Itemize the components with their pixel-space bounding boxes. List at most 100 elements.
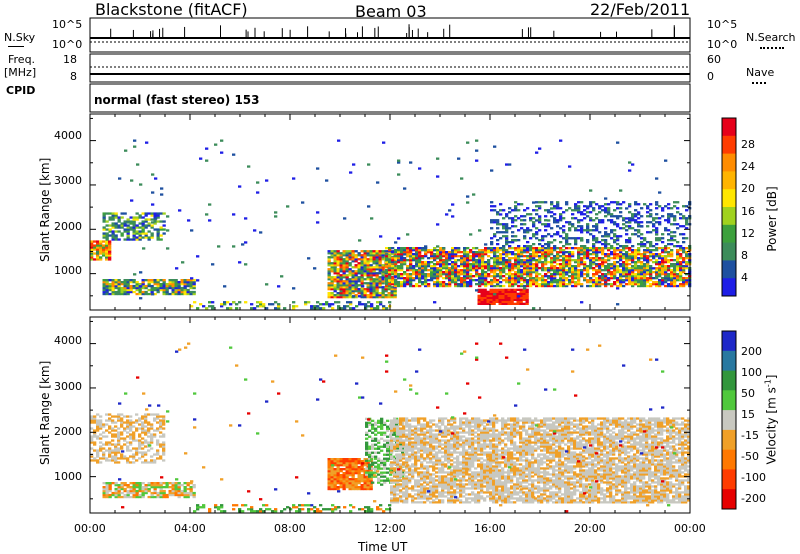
power-cell bbox=[354, 276, 358, 279]
velocity-cell bbox=[102, 447, 106, 450]
power-cell bbox=[117, 284, 121, 288]
power-cell bbox=[523, 245, 527, 248]
power-cell bbox=[259, 303, 263, 306]
power-cell bbox=[544, 269, 548, 272]
power-cell bbox=[117, 279, 121, 282]
power-cell bbox=[274, 215, 278, 218]
power-cell bbox=[541, 237, 545, 240]
power-cell bbox=[685, 263, 689, 266]
velocity-cell bbox=[96, 435, 100, 438]
power-cell bbox=[538, 207, 542, 210]
velocity-cell bbox=[333, 474, 337, 477]
velocity-cell bbox=[138, 493, 142, 497]
power-cell bbox=[619, 259, 623, 262]
power-cell bbox=[631, 281, 635, 284]
power-cell bbox=[156, 212, 160, 215]
power-cell bbox=[372, 266, 376, 269]
velocity-cell bbox=[96, 449, 100, 452]
power-cell bbox=[604, 243, 608, 246]
velocity-cell bbox=[126, 461, 130, 464]
power-cell bbox=[514, 273, 518, 276]
power-cell bbox=[625, 267, 629, 270]
velocity-cell bbox=[105, 484, 109, 487]
power-cell bbox=[138, 286, 142, 290]
velocity-cell bbox=[380, 431, 384, 434]
power-cell bbox=[568, 227, 572, 230]
velocity-cell bbox=[147, 489, 151, 493]
power-cell bbox=[159, 238, 163, 241]
power-cell bbox=[511, 251, 515, 254]
nsearch-tick-top: 10^5 bbox=[707, 18, 738, 31]
power-cell bbox=[357, 264, 361, 267]
velocity-cell bbox=[380, 445, 384, 448]
power-cell bbox=[628, 225, 632, 228]
power-cell bbox=[520, 275, 524, 278]
power-cell bbox=[538, 205, 542, 208]
power-cell bbox=[673, 284, 677, 288]
power-cell bbox=[487, 247, 491, 250]
power-cell bbox=[505, 225, 509, 228]
power-cell bbox=[523, 215, 527, 218]
power-cell bbox=[363, 266, 367, 269]
velocity-cell bbox=[111, 457, 115, 460]
power-cell bbox=[412, 269, 416, 272]
power-cell bbox=[496, 231, 500, 234]
power-cell bbox=[123, 212, 127, 215]
power-cell bbox=[553, 273, 557, 276]
velocity-cell bbox=[402, 493, 406, 496]
power-cell bbox=[610, 267, 614, 270]
velocity-cell bbox=[417, 489, 421, 492]
power-cell bbox=[679, 267, 683, 270]
power-cell bbox=[372, 290, 376, 293]
velocity-cell bbox=[408, 495, 412, 498]
power-cell bbox=[196, 307, 200, 310]
power-cell bbox=[120, 281, 124, 284]
power-cell bbox=[406, 253, 410, 256]
power-cell bbox=[510, 290, 514, 293]
power-cell bbox=[544, 259, 548, 262]
power-cell bbox=[655, 284, 659, 288]
velocity-cell bbox=[396, 493, 400, 496]
power-cell bbox=[412, 255, 416, 258]
power-cell bbox=[141, 236, 145, 239]
power-cell bbox=[682, 225, 686, 228]
velocity-cell bbox=[330, 476, 334, 479]
power-cell bbox=[96, 248, 100, 251]
power-cell bbox=[496, 255, 500, 258]
power-cell bbox=[535, 283, 539, 286]
power-cell bbox=[480, 296, 484, 299]
velocity-cell bbox=[93, 417, 97, 420]
velocity-cell bbox=[402, 483, 406, 486]
power-cell bbox=[622, 247, 626, 250]
power-cell bbox=[682, 237, 686, 240]
power-cell bbox=[574, 207, 578, 210]
power-cell bbox=[577, 257, 581, 260]
power-cell bbox=[619, 269, 623, 272]
power-cell bbox=[568, 265, 572, 268]
velocity-cell bbox=[393, 427, 397, 430]
power-cell bbox=[354, 282, 358, 285]
power-cell bbox=[153, 286, 157, 290]
velocity-cell bbox=[132, 484, 136, 487]
power-cell bbox=[637, 283, 641, 286]
power-cell bbox=[259, 301, 263, 304]
power-cell bbox=[568, 253, 572, 256]
power-cell bbox=[457, 265, 461, 268]
velocity-cell bbox=[117, 493, 121, 497]
power-cell bbox=[478, 261, 482, 264]
power-cell bbox=[280, 275, 284, 278]
velocity-cell bbox=[408, 435, 412, 438]
power-cell bbox=[327, 296, 331, 299]
power-cell bbox=[628, 237, 632, 240]
power-cell bbox=[360, 268, 364, 271]
power-cell bbox=[565, 241, 569, 244]
power-cell bbox=[601, 205, 605, 208]
velocity-cell bbox=[129, 441, 133, 444]
power-cell bbox=[607, 283, 611, 286]
power-cell bbox=[574, 283, 578, 286]
power-cell bbox=[616, 267, 620, 270]
velocity-cell bbox=[363, 487, 367, 491]
power-cell bbox=[625, 225, 629, 228]
power-cell bbox=[535, 205, 539, 208]
power-cell bbox=[388, 259, 392, 262]
